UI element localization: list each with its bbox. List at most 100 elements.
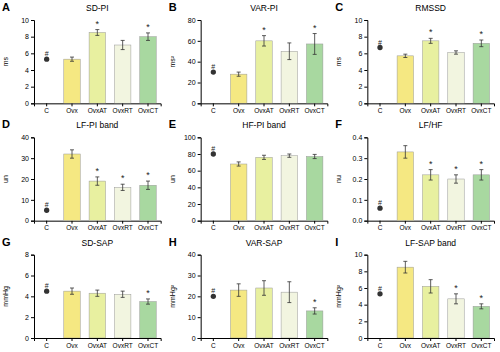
annotation: #: [211, 287, 215, 294]
x-tick-mark: [430, 103, 431, 106]
error-cap: [237, 283, 241, 284]
error-bar: [237, 284, 241, 297]
y-axis: 010203040: [188, 251, 201, 341]
x-tick-mark: [380, 221, 381, 224]
error-bar: [262, 281, 266, 296]
error-cap: [121, 40, 125, 41]
x-tick-label: C: [44, 107, 49, 114]
y-tick-mark: [31, 221, 34, 222]
error-line: [148, 33, 149, 40]
error-bar: [454, 175, 458, 183]
annotation: *: [262, 25, 266, 35]
error-cap: [95, 185, 99, 186]
panel-label: G: [2, 236, 11, 248]
x-tick-label: OvxCT: [305, 342, 325, 349]
x-tick-mark: [481, 221, 482, 224]
y-tick-label: 0.4: [353, 134, 363, 141]
y-tick-label: 4: [358, 301, 362, 308]
x-tick-mark: [213, 221, 214, 224]
x-tick: OvxRT: [113, 338, 133, 349]
y-tick: 30: [21, 155, 34, 162]
x-tick-label: C: [211, 224, 216, 231]
error-bar: [287, 282, 291, 303]
point: [377, 206, 382, 211]
y-axis-line: [364, 138, 368, 221]
error-line: [122, 291, 123, 297]
panel-label: A: [2, 1, 10, 13]
x-tick: OvxRT: [446, 338, 466, 349]
y-tick-label: 10: [355, 251, 363, 258]
error-cap: [287, 59, 291, 60]
panel-label: B: [169, 1, 177, 13]
annotations: #**: [378, 283, 484, 303]
y-tick-mark: [364, 338, 367, 339]
error-bar: [237, 72, 241, 76]
bar: [64, 291, 80, 338]
x-tick-mark: [314, 221, 315, 224]
x-tick-label: OvxAT: [421, 107, 440, 114]
error-cap: [146, 181, 150, 182]
y-tick-label: 10: [21, 17, 29, 24]
x-tick-label: Ovx: [66, 107, 78, 114]
annotation: *: [480, 293, 484, 303]
x-tick-mark: [122, 103, 123, 106]
error-line: [264, 36, 265, 46]
x-tick: OvxRT: [446, 103, 466, 114]
x-tick: OvxAT: [88, 103, 107, 114]
error-bar: [429, 280, 433, 293]
panel: 010203040COvxOvxATOvxRTOvxCT#*VAR-SAPHmm…: [169, 236, 328, 349]
x-tick-mark: [289, 338, 290, 341]
y-tick-label: 4: [358, 67, 362, 74]
panel: 020406080100COvxOvxATOvxRTOvxCT#HF-PI ba…: [169, 118, 328, 231]
x-tick-mark: [238, 221, 239, 224]
x-tick-label: OvxAT: [88, 224, 107, 231]
y-tick: 20: [188, 79, 201, 86]
error-line: [264, 281, 265, 296]
y-tick: 10: [21, 17, 34, 24]
y-tick: 100: [184, 134, 201, 141]
annotation: *: [480, 159, 484, 169]
x-tick: OvxRT: [279, 338, 299, 349]
error-cap: [121, 291, 125, 292]
x-tick-label: OvxCT: [471, 224, 491, 231]
error-line: [238, 162, 239, 166]
annotation: *: [429, 159, 433, 169]
marks: [377, 261, 489, 338]
annotation: *: [313, 297, 317, 307]
x-tick: OvxCT: [471, 103, 491, 114]
annotation: *: [454, 164, 458, 174]
error-cap: [313, 158, 317, 159]
y-tick-label: 0.2: [353, 176, 363, 183]
y-axis-line: [198, 138, 202, 221]
y-tick-mark: [364, 103, 367, 104]
error-bar: [313, 154, 317, 158]
y-tick: 8: [25, 251, 34, 258]
title: RMSSD: [415, 3, 446, 13]
y-tick: 8: [358, 268, 367, 275]
marks: [44, 288, 156, 338]
error-cap: [262, 35, 266, 36]
error-bar: [479, 304, 483, 309]
annotation: *: [121, 173, 125, 183]
y-tick: 0: [25, 217, 34, 224]
error-cap: [479, 40, 483, 41]
y-axis-title: ms: [335, 57, 342, 67]
error-cap: [454, 50, 458, 51]
annotation: *: [146, 288, 150, 298]
error-cap: [95, 176, 99, 177]
x-tick: OvxAT: [88, 338, 107, 349]
y-tick: 20: [188, 293, 201, 300]
bar-series: [64, 30, 156, 104]
annotation: #: [45, 282, 49, 289]
bar: [140, 185, 156, 220]
x-tick-mark: [238, 103, 239, 106]
error-line: [148, 181, 149, 189]
point: [377, 45, 382, 50]
plot-area: 010203040COvxOvxATOvxRTOvxCT#*: [188, 251, 328, 348]
bar-series: [397, 146, 489, 221]
marks: [44, 150, 156, 221]
y-tick-mark: [31, 255, 34, 256]
y-tick-label: 20: [188, 293, 196, 300]
point: [44, 57, 49, 62]
error-line: [456, 175, 457, 183]
